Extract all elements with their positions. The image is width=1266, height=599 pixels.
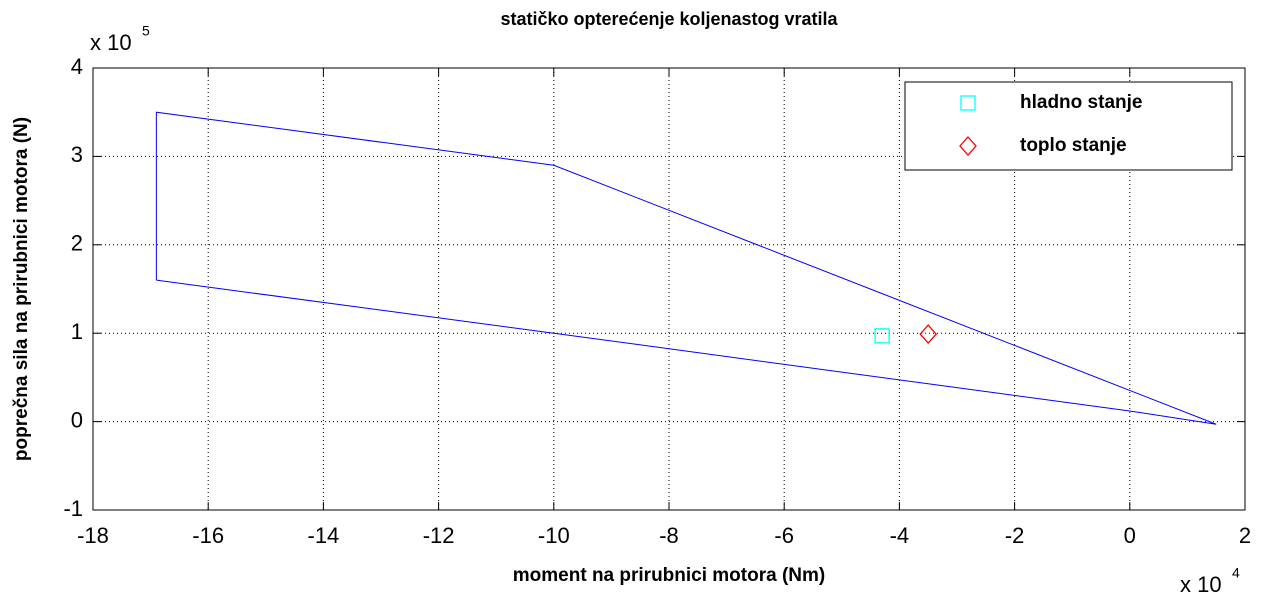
axes-box	[92, 67, 1246, 511]
legend-marker	[959, 136, 977, 156]
legend-marker	[960, 95, 976, 111]
x-tick-label: -18	[77, 523, 109, 548]
y-multiplier-exp: 5	[142, 23, 150, 39]
x-tick-label: 0	[1124, 523, 1136, 548]
point	[874, 328, 890, 344]
y-tick-label: 0	[71, 407, 83, 432]
y-tick-label: 1	[71, 319, 83, 344]
legend-label: toplo stanje	[1020, 135, 1127, 156]
x-tick-label: -16	[192, 523, 224, 548]
x-tick-label: -6	[774, 523, 794, 548]
boundary-line	[155, 111, 1217, 425]
x-multiplier-exp: 4	[1232, 565, 1240, 581]
x-tick-label: -10	[538, 523, 570, 548]
y-tick-label: -1	[63, 496, 83, 521]
y-axis-label: poprečna sila na prirubnici motora (N)	[11, 117, 32, 461]
chart-title: statičko opterećenje koljenastog vratila	[500, 9, 838, 29]
legend-label: hladno stanje	[1020, 92, 1142, 113]
x-tick-label: -14	[308, 523, 340, 548]
y-multiplier: x 10	[90, 30, 132, 55]
y-tick-label: 3	[71, 142, 83, 167]
point	[919, 324, 938, 345]
x-tick-label: -8	[659, 523, 679, 548]
x-multiplier: x 10	[1180, 572, 1222, 597]
x-tick-label: -4	[890, 523, 910, 548]
y-tick-label: 4	[71, 54, 83, 79]
x-tick-label: -12	[423, 523, 455, 548]
x-tick-label: 2	[1239, 523, 1251, 548]
x-tick-label: -2	[1005, 523, 1025, 548]
x-axis-label: moment na prirubnici motora (Nm)	[513, 565, 825, 586]
legend-box	[904, 81, 1233, 171]
y-tick-label: 2	[71, 231, 83, 256]
